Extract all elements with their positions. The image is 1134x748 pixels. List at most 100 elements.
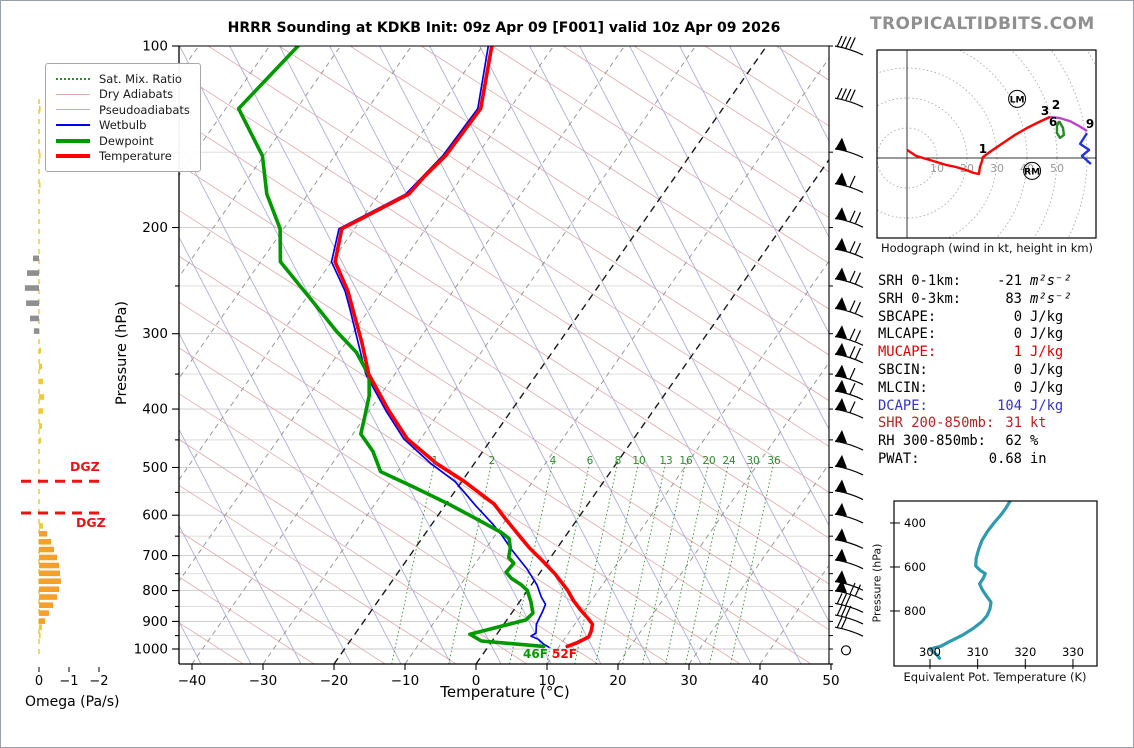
svg-text:20: 20 [702, 455, 715, 467]
stat-label: DCAPE: [878, 397, 928, 414]
svg-text:−2: −2 [89, 674, 108, 689]
svg-text:−20: −20 [320, 673, 349, 689]
stat-value: 0 [1013, 308, 1022, 325]
skewt-temperature-axis-label: Temperature (°C) [440, 683, 570, 701]
stat-unit: in [1030, 450, 1047, 467]
stat-unit: kt [1030, 415, 1047, 432]
surface-dewpoint-label: 46F [523, 647, 548, 661]
svg-text:800: 800 [904, 604, 926, 618]
svg-text:0: 0 [472, 673, 481, 689]
omega-panel: 0 −1 −2 [21, 99, 109, 689]
svg-text:16: 16 [679, 455, 693, 467]
stat-label: SRH 0-3km: [878, 290, 962, 307]
wind-barb-column [834, 35, 864, 656]
svg-text:310: 310 [967, 645, 989, 659]
indices-panel: SRH 0-1km: -21 m²s⁻² SRH 0-3km: 83 m²s⁻² SBCAP… [878, 273, 1086, 469]
stat-label: SRH 0-1km: [878, 273, 962, 289]
stat-value: 1 [1013, 344, 1022, 361]
stat-label: PWAT: [878, 450, 920, 467]
legend-item-temperature: Temperature [56, 149, 190, 165]
legend-label: Dewpoint [99, 133, 154, 148]
svg-text:30: 30 [746, 455, 759, 467]
legend-item-dry: Dry Adiabats [56, 87, 190, 103]
theta-e-curve [928, 501, 1012, 660]
svg-text:1: 1 [432, 455, 439, 467]
hodograph-trace-6-9km [1055, 120, 1066, 140]
svg-text:4: 4 [550, 455, 557, 467]
stat-value: 104 [997, 397, 1022, 414]
svg-text:10: 10 [632, 455, 645, 467]
stat-row-srh-0-3km: SRH 0-3km: 83 m²s⁻² [878, 291, 1086, 309]
svg-text:−10: −10 [391, 673, 420, 689]
stat-value: 0 [1013, 326, 1022, 343]
svg-text:500: 500 [142, 460, 168, 476]
svg-text:9: 9 [1086, 117, 1094, 131]
figure-title: HRRR Sounding at KDKB Init: 09z Apr 09 [… [227, 20, 781, 36]
svg-text:600: 600 [142, 508, 168, 524]
hodograph-trace-9-12km [1078, 132, 1092, 165]
stat-label: MUCAPE: [878, 344, 937, 361]
theta-e-panel: 400 600 800 300 310 320 330 [890, 500, 1098, 669]
svg-text:400: 400 [142, 402, 168, 418]
skewt-pressure-axis-label: Pressure (hPa) [114, 300, 130, 406]
svg-text:RM: RM [1024, 167, 1040, 177]
svg-text:2: 2 [489, 455, 496, 467]
svg-text:LM: LM [1010, 95, 1025, 105]
thetae-x-axis-label: Equivalent Pot. Temperature (K) [903, 670, 1087, 684]
svg-text:50: 50 [822, 673, 839, 689]
svg-text:900: 900 [142, 614, 168, 630]
svg-text:1: 1 [979, 142, 987, 156]
svg-text:8: 8 [615, 455, 622, 467]
svg-text:3: 3 [1041, 104, 1049, 118]
svg-text:400: 400 [904, 516, 926, 530]
stat-value: 0.68 [988, 450, 1022, 467]
svg-text:−30: −30 [249, 673, 278, 689]
svg-text:800: 800 [142, 583, 168, 599]
stat-label: RH 300-850mb: [878, 433, 986, 450]
svg-text:24: 24 [722, 455, 736, 467]
svg-text:320: 320 [1014, 645, 1036, 659]
stat-label: SBCIN: [878, 361, 928, 378]
svg-text:36: 36 [767, 455, 781, 467]
svg-text:30: 30 [680, 673, 697, 689]
stat-value: 0 [1013, 361, 1022, 378]
stat-row-sbcin: SBCIN: 0 J/kg [878, 362, 1086, 380]
svg-text:300: 300 [919, 645, 941, 659]
legend-label: Wetbulb [99, 118, 147, 133]
svg-text:600: 600 [904, 560, 926, 574]
stat-row-shr-200-850mb: SHR 200-850mb: 31 kt [878, 415, 1086, 433]
svg-text:50: 50 [1050, 162, 1064, 175]
svg-text:200: 200 [142, 220, 168, 236]
svg-text:1000: 1000 [134, 642, 168, 658]
storm-motion-rm-marker [1023, 161, 1042, 180]
dgz-label-top: DGZ [70, 459, 100, 474]
sounding-curves [236, 46, 595, 649]
stat-value: 0 [1013, 379, 1022, 396]
thetae-y-axis-label: Pressure (hPa) [870, 543, 884, 623]
svg-text:−40: −40 [178, 673, 207, 689]
stat-row-srh-0-1km: SRH 0-1km: -21 m²s⁻² [878, 273, 1086, 291]
legend-label: Pseudoadiabats [99, 102, 190, 117]
svg-text:30: 30 [990, 162, 1004, 175]
hodograph-trace-3-6km [1049, 115, 1088, 133]
stat-row-dcape: DCAPE: 104 J/kg [878, 398, 1086, 416]
stat-row-mlcin: MLCIN: 0 J/kg [878, 380, 1086, 398]
svg-text:330: 330 [1062, 645, 1084, 659]
dgz-label-bottom: DGZ [76, 515, 106, 530]
stat-unit: % [1030, 433, 1039, 450]
hodograph-trace-0-3km [906, 115, 1051, 176]
svg-text:20: 20 [609, 673, 626, 689]
wetbulb-line-sample [56, 124, 90, 127]
stat-label: SHR 200-850mb: [878, 415, 995, 432]
stat-value: -21 [997, 273, 1022, 289]
stat-value: 83 [1005, 290, 1022, 307]
svg-text:2: 2 [1052, 98, 1060, 112]
stat-row-mlcape: MLCAPE: 0 J/kg [878, 326, 1086, 344]
svg-text:6: 6 [587, 455, 594, 467]
stat-unit: J/kg [1030, 361, 1064, 378]
stat-unit: m²s⁻² [1030, 290, 1072, 307]
legend-item-pseudo: Pseudoadiabats [56, 102, 190, 118]
